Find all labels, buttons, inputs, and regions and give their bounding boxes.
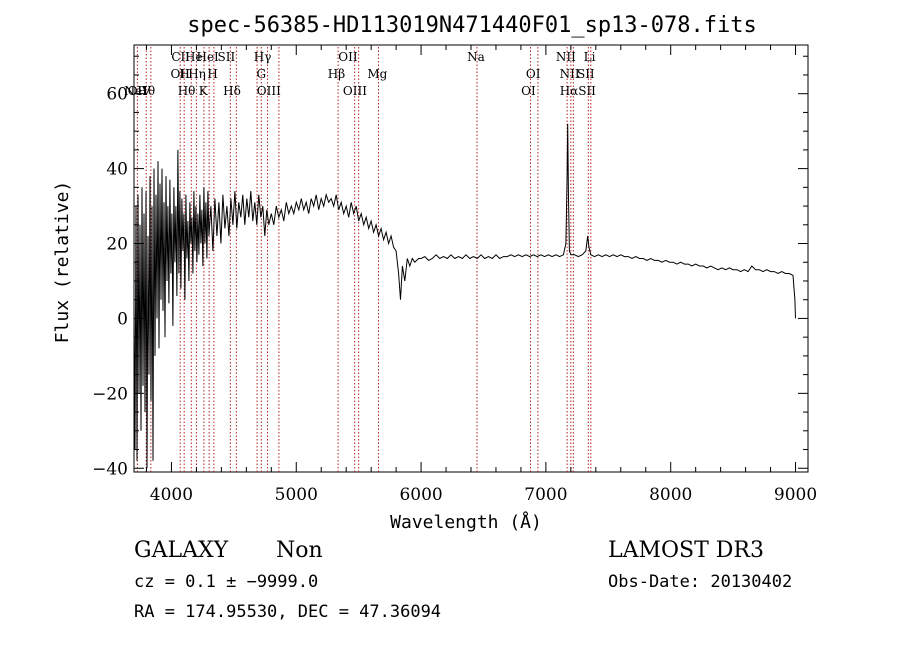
spectral-line-label: Li (584, 50, 596, 64)
x-tick-label: 8000 (649, 485, 692, 505)
spectral-line-label: OIII (257, 84, 281, 98)
spectral-line-label: K (199, 84, 209, 98)
y-tick-label: 0 (117, 309, 128, 329)
object-class: GALAXY (134, 538, 229, 563)
spectrum-line (133, 123, 796, 469)
spectral-line-label: OI (521, 84, 536, 98)
spectral-line-label: Mg (367, 67, 387, 81)
spectral-line-label: OII (171, 67, 191, 81)
spectral-line-label: Hγ (254, 50, 272, 64)
x-tick-label: 4000 (150, 485, 193, 505)
spectral-line-label: SII (218, 50, 236, 64)
spectral-line-label: Hθ (137, 84, 155, 98)
spectral-line-label: OII (128, 84, 148, 98)
x-axis-label: Wavelength (Å) (390, 511, 542, 533)
plot-frame (133, 44, 809, 473)
y-tick-label: 20 (106, 235, 128, 255)
spectral-line-label: H (179, 67, 189, 81)
spectral-line-label: HeI (196, 50, 219, 64)
spectral-line-label: SII (578, 84, 596, 98)
spectral-line-label: Hβ (328, 67, 345, 81)
spectral-line-label: CII (171, 50, 190, 64)
x-tick-label: 7000 (524, 485, 567, 505)
y-axis-label: Flux (relative) (52, 181, 73, 344)
x-tick-label: 9000 (774, 485, 817, 505)
y-axis: −40 −20 0 20 40 60 (92, 55, 808, 479)
spectral-line-label: Hθ (178, 84, 196, 98)
chart-title: spec-56385-HD113019N471440F01_sp13-078.f… (187, 13, 757, 38)
coordinates: RA = 174.95530, DEC = 47.36094 (134, 602, 442, 622)
x-axis: 4000 5000 6000 7000 8000 9000 (145, 45, 817, 505)
obs-date: Obs-Date: 20130402 (608, 572, 793, 592)
spectral-line-label: Na (467, 50, 485, 64)
spectral-line-label: OI (526, 67, 541, 81)
x-tick-label: 6000 (399, 485, 442, 505)
spectral-line-label: H (207, 67, 217, 81)
object-subclass: Non (276, 538, 323, 563)
y-tick-label: −20 (92, 384, 128, 404)
spectral-line-label: Hδ (223, 84, 241, 98)
spectral-line-label: G (257, 67, 267, 81)
redshift-readout: cz = 0.1 ± −9999.0 (134, 572, 319, 592)
spectral-line-label: OII (338, 50, 358, 64)
y-tick-label: −40 (92, 459, 128, 479)
spectral-line-label: SII (577, 67, 595, 81)
spectral-line-label: Hη (188, 67, 206, 81)
spectral-line-label: NeV (124, 84, 151, 98)
spectral-line-label: NII (556, 50, 576, 64)
spectral-line-label: He (185, 50, 203, 64)
survey-name: LAMOST DR3 (608, 538, 764, 563)
spectral-line-label: Hα (560, 84, 579, 98)
spectral-line-labels: NeVOIIHθCIIOIIHθHHeHηKHeIHSIIHδHγGOIIIHβ… (124, 50, 596, 98)
x-tick-label: 5000 (275, 485, 318, 505)
spectral-line-label: OIII (343, 84, 367, 98)
y-tick-label: 60 (106, 85, 128, 105)
y-tick-label: 40 (106, 160, 128, 180)
spectral-line-label: NII (560, 67, 580, 81)
spectral-line-markers (136, 47, 592, 472)
